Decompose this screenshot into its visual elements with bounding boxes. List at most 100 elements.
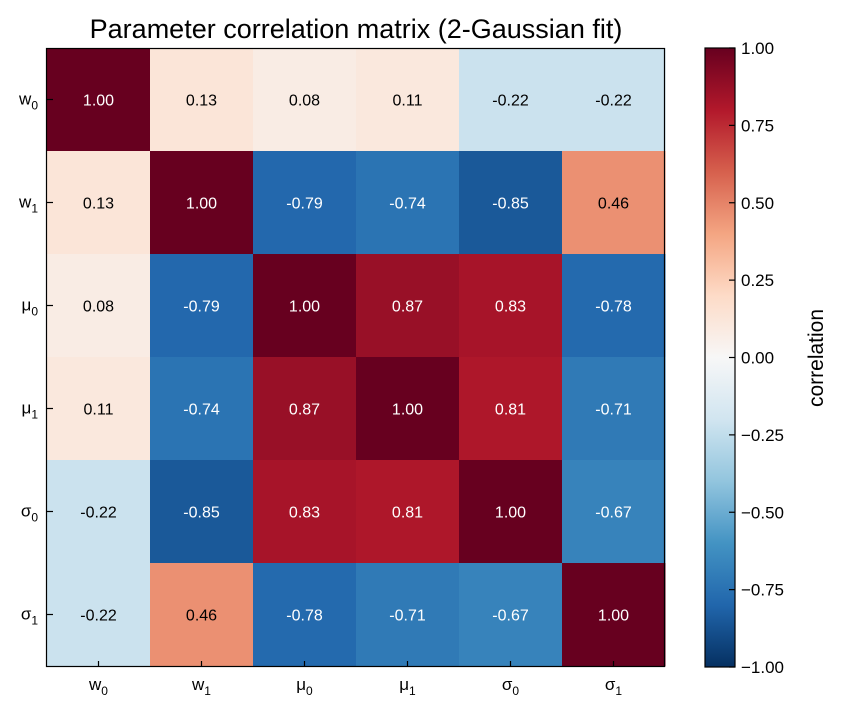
colorbar-tick-label: 0.25 [741,271,774,290]
cell-value-label: -0.22 [80,608,117,625]
heatmap-cell [356,254,460,358]
y-tick-label: w1 [18,193,38,216]
cell-value-label: 1.00 [495,505,526,522]
y-tick-label: σ1 [21,605,39,628]
colorbar-tick-label: −0.75 [741,581,784,600]
heatmap-cell [562,254,666,358]
x-tick-label: σ1 [605,675,623,698]
chart-title: Parameter correlation matrix (2-Gaussian… [90,14,623,44]
heatmap-cell [150,48,254,152]
cell-value-label: 1.00 [186,196,217,213]
heatmap-cell [459,151,563,255]
colorbar-label: correlation [805,309,828,407]
heatmap-cell [47,48,151,152]
heatmap-cell [459,254,563,358]
colorbar-tick-label: −0.25 [741,426,784,445]
heatmap-cell [356,48,460,152]
cell-value-label: -0.79 [286,196,323,213]
cell-value-label: -0.22 [492,93,529,110]
cell-value-label: -0.78 [286,608,323,625]
heatmap-cell [253,563,357,667]
heatmap-cell [356,151,460,255]
heatmap-cell [356,460,460,564]
cell-value-label: 0.13 [186,93,217,110]
colorbar-axis: 1.00 0.75 0.50 0.25 0.00 −0.25 −0.50 −0.75 −1.00 [729,39,784,677]
cell-value-label: -0.74 [183,402,220,419]
x-tick-label: μ1 [399,675,416,698]
cell-value-label: 0.81 [392,505,423,522]
heatmap-cell [562,357,666,461]
cell-value-label: -0.71 [389,608,426,625]
cell-value-label: 0.46 [598,196,629,213]
cell-value-label: 0.11 [393,93,423,110]
y-tick-label: w0 [18,90,38,113]
heatmap-cell [253,357,357,461]
cell-value-label: 1.00 [598,608,629,625]
colorbar-tick-label: −0.50 [741,503,784,522]
heatmap-cell [150,563,254,667]
colorbar-tick-label: 0.50 [741,194,774,213]
cell-value-label: 0.46 [186,608,217,625]
heatmap-cell [356,357,460,461]
heatmap-cell [459,357,563,461]
cell-value-label: -0.67 [595,505,632,522]
cell-value-label: -0.22 [80,505,117,522]
heatmap-cell [47,151,151,255]
heatmap-cell [253,254,357,358]
cell-value-label: 0.08 [289,93,320,110]
heatmap-cell [562,48,666,152]
cell-value-label: -0.71 [595,402,632,419]
heatmap-cell [47,254,151,358]
heatmap-cell [562,151,666,255]
colorbar-tick-label: −1.00 [741,658,784,677]
colorbar-tick-label: 0.00 [741,349,774,368]
cell-value-label: -0.79 [183,299,220,316]
cell-value-label: -0.22 [595,93,632,110]
colorbar-tick-label: 1.00 [741,39,774,58]
cell-value-label: 0.81 [495,402,526,419]
heatmap-cell [150,254,254,358]
heatmap-cell [562,563,666,667]
heatmap-cell [356,563,460,667]
heatmap-cell [150,357,254,461]
cell-value-label: 1.00 [392,402,423,419]
cell-value-label: -0.85 [183,505,220,522]
heatmap-cell [562,460,666,564]
heatmap-cell [47,460,151,564]
cell-value-label: 1.00 [289,299,320,316]
cell-value-label: 0.08 [83,299,114,316]
cell-value-label: 0.83 [289,505,320,522]
cell-value-label: 0.87 [392,299,423,316]
x-tick-label: μ0 [296,675,313,698]
heatmap-cell [459,563,563,667]
cell-value-label: -0.85 [492,196,529,213]
cell-value-label: 1.00 [83,93,114,110]
x-tick-label: w1 [191,675,211,698]
y-tick-label: μ1 [22,399,39,422]
heatmap-cell [253,460,357,564]
colorbar-tick-label: 0.75 [741,116,774,135]
cell-value-label: 0.83 [495,299,526,316]
x-axis: w0 w1 μ0 μ1 σ0 σ1 [88,661,622,698]
x-tick-label: σ0 [502,675,520,698]
heatmap-cell [253,48,357,152]
cell-value-label: 0.87 [289,402,320,419]
heatmap-cell [459,460,563,564]
cell-value-label: -0.74 [389,196,426,213]
cell-value-label: 0.13 [83,196,114,213]
heatmap-cell [459,48,563,152]
heatmap-cell [253,151,357,255]
heatmap-cells: 1.00 0.13 0.08 0.11 -0.22 -0.22 0.13 1.00 -0.79 -… [47,48,666,667]
cell-value-label: -0.78 [595,299,632,316]
y-tick-label: μ0 [22,296,39,319]
heatmap-cell [47,563,151,667]
y-axis: w0 w1 μ0 μ1 σ0 σ1 [18,90,53,628]
heatmap-cell [150,151,254,255]
heatmap-cell [47,357,151,461]
cell-value-label: 0.11 [84,402,114,419]
heatmap-cell [150,460,254,564]
y-tick-label: σ0 [21,502,39,525]
cell-value-label: -0.67 [492,608,529,625]
heatmap-frame [45,47,666,668]
